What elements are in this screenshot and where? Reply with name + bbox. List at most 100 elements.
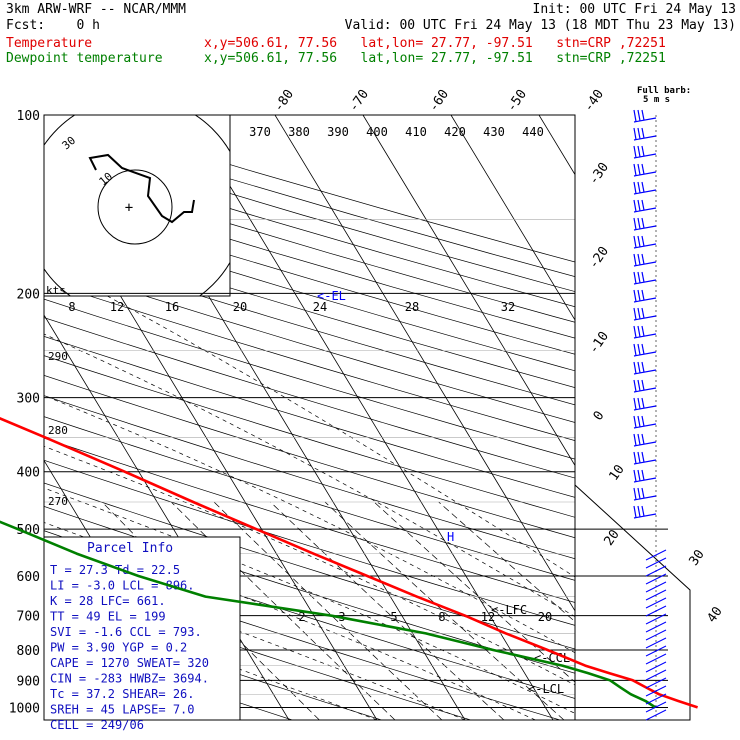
wind-barb-flag xyxy=(637,181,641,193)
wind-barb-flag xyxy=(633,379,637,392)
wind-barb-flag xyxy=(637,451,641,463)
isotherm-label: -60 xyxy=(426,87,452,115)
wind-barb-flag xyxy=(637,163,641,175)
mixing-ratio-line xyxy=(213,501,443,720)
wind-barb-staff xyxy=(633,477,657,483)
theta-label: 410 xyxy=(405,125,427,139)
isotherm-label: -30 xyxy=(586,160,612,188)
wind-barb-staff xyxy=(633,459,657,465)
dry-adiabat-line xyxy=(44,581,471,720)
parcel-info-row: T = 27.3 Td = 22.5 xyxy=(50,563,180,577)
pressure-label: 900 xyxy=(17,674,40,689)
dry-adiabat-line xyxy=(44,213,575,372)
wind-barb-staff xyxy=(633,117,657,123)
wind-barb-flag xyxy=(641,235,645,247)
wind-barb-flag xyxy=(641,127,645,139)
wind-barb-flag xyxy=(637,361,641,373)
wind-barb-staff xyxy=(645,557,667,569)
dry-adiabat-label: 280 xyxy=(48,424,68,437)
level-annotation: <-LFC xyxy=(491,603,527,617)
theta-label: 370 xyxy=(249,125,271,139)
isotherm-label: 10 xyxy=(606,462,627,483)
moist-adiabat-line xyxy=(44,333,575,618)
mixing-ratio-label: 8 xyxy=(438,610,445,624)
parcel-info-row: PW = 3.90 YGP = 0.2 xyxy=(50,641,187,655)
wind-barb-flag xyxy=(641,289,645,301)
wind-barb-staff xyxy=(633,423,657,429)
wind-barb-flag xyxy=(641,505,645,517)
hodograph-ring-10 xyxy=(97,169,173,245)
dry-adiabat-line xyxy=(44,608,382,720)
pressure-label: 300 xyxy=(17,392,40,407)
wind-barb-staff xyxy=(633,333,657,339)
parcel-info-row: SREH = 45 LAPSE= 7.0 xyxy=(50,703,195,717)
parcel-info-row: Tc = 37.2 SHEAR= 26. xyxy=(50,687,195,701)
wind-barb-staff xyxy=(645,669,667,681)
wind-barb-staff xyxy=(645,701,667,713)
wind-barb-flag xyxy=(637,415,641,427)
speed-tick-label: 28 xyxy=(405,300,419,314)
dry-adiabat-line xyxy=(44,416,575,581)
parcel-info-row: K = 28 LFC= 661. xyxy=(50,594,166,608)
dry-adiabat-line xyxy=(44,317,575,479)
parcel-info-row: CAPE = 1270 SWEAT= 320 xyxy=(50,656,209,670)
moist-adiabat-line xyxy=(44,598,378,720)
wind-barb-flag xyxy=(633,487,637,500)
speed-tick-label: 32 xyxy=(501,300,515,314)
init-time: Init: 00 UTC Fri 24 May 13 xyxy=(532,2,737,17)
wind-barb-flag xyxy=(641,379,645,391)
theta-label: 440 xyxy=(522,125,544,139)
wind-barb-flag xyxy=(633,217,637,230)
temperature-profile xyxy=(0,417,699,709)
dry-adiabat-line xyxy=(44,335,575,498)
wind-barb-flag xyxy=(633,109,637,122)
wind-barb-flag xyxy=(637,343,641,355)
wind-barb-flag xyxy=(637,127,641,139)
speed-tick-label: 24 xyxy=(313,300,327,314)
dry-adiabat-line xyxy=(44,263,575,423)
pressure-label: 400 xyxy=(17,466,40,481)
pressure-label: 700 xyxy=(17,610,40,625)
wind-barb-flag xyxy=(641,343,645,355)
dry-adiabat-line xyxy=(44,355,575,518)
wind-barb-flag xyxy=(641,469,645,481)
isotherm-line xyxy=(274,115,575,612)
isotherm-label: 40 xyxy=(704,604,725,625)
isotherm-line xyxy=(362,115,575,467)
dry-adiabat-line xyxy=(44,246,575,406)
mixing-ratio-label: 5 xyxy=(390,610,397,624)
wind-barb-flag xyxy=(637,109,641,121)
pressure-label: 200 xyxy=(17,287,40,302)
wind-barb-staff xyxy=(645,597,667,609)
isotherm-line xyxy=(450,115,575,321)
mixing-ratio-label: 20 xyxy=(538,610,552,624)
wind-barb-staff xyxy=(633,171,657,177)
temperature-location: x,y=506.61, 77.56 lat,lon= 27.77, -97.51… xyxy=(204,36,666,51)
barb-scale-title: Full barb: xyxy=(637,86,691,96)
wind-barb-flag xyxy=(641,487,645,499)
wind-barb-staff xyxy=(645,709,667,721)
wind-barb-flag xyxy=(637,307,641,319)
dry-adiabat-line xyxy=(44,459,575,626)
wind-barb-flag xyxy=(633,163,637,176)
wind-barb-flag xyxy=(641,307,645,319)
wind-barb-staff xyxy=(633,153,657,159)
wind-barb-staff xyxy=(633,405,657,411)
wind-barb-staff xyxy=(645,613,667,625)
wind-barb-flag xyxy=(637,235,641,247)
wind-barb-flag xyxy=(633,451,637,464)
mixing-ratio-label: 12 xyxy=(481,610,495,624)
dry-adiabat-line xyxy=(44,298,575,460)
wind-barb-staff xyxy=(645,581,667,593)
dewpoint-legend: Dewpoint temperature xyxy=(6,51,163,66)
wind-barb-flag xyxy=(633,289,637,302)
wind-barb-staff xyxy=(645,685,667,697)
wind-barb-staff xyxy=(633,135,657,141)
wind-barb-staff xyxy=(633,243,657,249)
wind-barb-staff xyxy=(645,645,667,657)
wind-barb-flag xyxy=(641,325,645,337)
wind-barb-flag xyxy=(641,109,645,121)
parcel-info-row: CIN = -283 HWBZ= 3694. xyxy=(50,672,209,686)
wind-barb-flag xyxy=(641,433,645,445)
wind-barb-staff xyxy=(633,387,657,393)
